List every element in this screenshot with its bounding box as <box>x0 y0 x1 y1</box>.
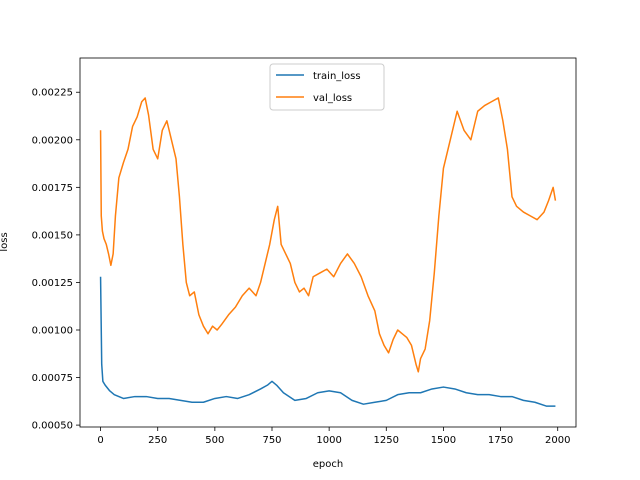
legend-label-train-loss: train_loss <box>313 71 361 82</box>
plot-frame <box>79 57 577 428</box>
x-axis-ticks: 0 250 500 750 1000 1250 1500 1750 2000 <box>97 427 570 446</box>
y-tick-label: 0.00200 <box>32 135 73 146</box>
y-tick-label: 0.00100 <box>32 325 73 336</box>
y-axis-label: loss <box>0 232 10 251</box>
x-tick-label: 1000 <box>316 435 341 446</box>
series-layer <box>99 97 557 407</box>
y-tick-label: 0.00125 <box>32 278 73 289</box>
x-tick-label: 1500 <box>431 435 456 446</box>
x-tick-label: 500 <box>205 435 224 446</box>
x-tick-label: 2000 <box>545 435 570 446</box>
y-axis-ticks: 0.00050 0.00075 0.00100 0.00125 0.00150 0.001… <box>32 88 80 432</box>
y-tick-label: 0.00075 <box>32 373 73 384</box>
x-tick-label: 250 <box>148 435 167 446</box>
x-tick-label: 0 <box>97 435 103 446</box>
y-tick-label: 0.00150 <box>32 230 73 241</box>
x-tick-label: 1750 <box>488 435 513 446</box>
series-line-train-loss <box>99 276 556 407</box>
y-tick-label: 0.00050 <box>32 421 73 432</box>
x-axis-label: epoch <box>313 459 343 470</box>
legend-label-val-loss: val_loss <box>313 93 352 104</box>
x-tick-label: 1250 <box>374 435 399 446</box>
x-tick-label: 750 <box>262 435 281 446</box>
y-tick-label: 0.00175 <box>32 183 73 194</box>
y-tick-label: 0.00225 <box>32 88 73 99</box>
series-line-val-loss <box>99 97 557 373</box>
legend: train_loss val_loss <box>269 63 385 111</box>
